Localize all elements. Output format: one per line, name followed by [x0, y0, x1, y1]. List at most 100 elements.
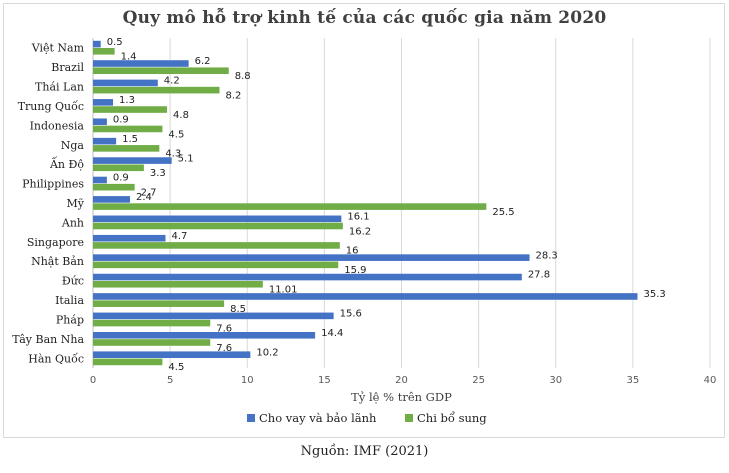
bar-spending — [93, 280, 263, 288]
category-label: Việt Nam — [31, 42, 85, 55]
data-label: 4.3 — [165, 149, 181, 160]
data-label: 15.6 — [340, 309, 362, 320]
data-label: 5.1 — [178, 153, 194, 164]
data-label: 7.6 — [216, 343, 232, 354]
data-label: 3.3 — [150, 168, 166, 179]
category-label: Nhật Bản — [31, 255, 84, 268]
x-axis-title: Tỷ lệ % trên GDP — [351, 390, 452, 404]
bar-spending — [93, 164, 144, 172]
x-tick-label: 25 — [472, 375, 485, 386]
category-label: Anh — [61, 216, 84, 229]
category-label: Trung Quốc — [18, 100, 84, 113]
bar-loans — [93, 40, 101, 48]
bar-loans — [93, 351, 251, 358]
bar-loans — [93, 118, 107, 126]
data-label: 0.5 — [107, 37, 123, 48]
data-label: 1.4 — [121, 52, 137, 63]
bar-loans — [93, 254, 530, 261]
data-label: 2.4 — [136, 192, 152, 203]
bar-spending — [93, 222, 343, 230]
data-label: 4.8 — [173, 110, 189, 121]
category-label: Nga — [61, 139, 85, 152]
data-label: 4.7 — [171, 231, 187, 242]
data-label: 10.2 — [256, 347, 278, 358]
data-label: 11.01 — [269, 285, 298, 296]
category-label: Mỹ — [67, 197, 85, 210]
x-tick-label: 30 — [549, 375, 562, 386]
category-label: Singapore — [27, 236, 84, 249]
bar-loans — [93, 196, 131, 203]
bar-spending — [93, 339, 211, 346]
bar-loans — [93, 215, 342, 223]
data-label: 27.8 — [528, 270, 550, 281]
legend-swatch — [405, 414, 413, 422]
category-label: Philippines — [22, 178, 84, 191]
x-tick-label: 15 — [318, 375, 331, 386]
category-label: Italia — [55, 294, 84, 307]
legend-label: Chi bổ sung — [417, 411, 487, 425]
data-label: 6.2 — [195, 56, 211, 67]
bar-spending — [93, 183, 135, 191]
legend-swatch — [247, 414, 255, 422]
x-tick-label: 0 — [90, 375, 96, 386]
bar-loans — [93, 234, 166, 242]
bar-loans — [93, 60, 189, 67]
x-tick-label: 5 — [167, 375, 173, 386]
bar-loans — [93, 79, 158, 87]
bar-loans — [93, 273, 522, 281]
x-tick-label: 10 — [241, 375, 254, 386]
data-label: 1.3 — [119, 95, 135, 106]
category-label: Ấn Độ — [49, 156, 84, 171]
data-label: 1.5 — [122, 134, 138, 145]
bar-spending — [93, 261, 339, 269]
category-label: Đức — [62, 275, 84, 288]
source-note: Nguồn: IMF (2021) — [300, 444, 429, 459]
bar-loans — [93, 99, 114, 106]
bar-loans — [93, 157, 172, 164]
bar-spending — [93, 125, 163, 133]
x-tick-label: 40 — [704, 375, 717, 386]
bar-spending — [93, 358, 163, 366]
bar-spending — [93, 67, 229, 75]
legend-label: Cho vay và bảo lãnh — [259, 411, 377, 425]
bar-loans — [93, 293, 638, 300]
category-label: Indonesia — [30, 119, 85, 132]
bar-loans — [93, 176, 107, 184]
bar-spending — [93, 203, 487, 210]
data-label: 16 — [346, 246, 359, 257]
category-label: Brazil — [51, 61, 84, 74]
data-label: 8.5 — [230, 304, 246, 315]
data-label: 35.3 — [644, 289, 666, 300]
bar-spending — [93, 300, 225, 307]
category-label: Tây Ban Nha — [12, 333, 84, 346]
bar-spending — [93, 145, 160, 152]
bar-loans — [93, 331, 316, 339]
bar-spending — [93, 86, 220, 94]
category-label: Thái Lan — [35, 81, 84, 94]
bar-spending — [93, 106, 168, 113]
x-tick-label: 35 — [627, 375, 640, 386]
data-label: 4.2 — [164, 76, 180, 87]
data-label: 7.6 — [216, 323, 232, 334]
data-label: 16.2 — [349, 226, 371, 237]
data-label: 16.1 — [347, 212, 369, 223]
data-label: 2.7 — [141, 187, 157, 198]
bar-spending — [93, 242, 340, 249]
chart-frame — [3, 3, 725, 438]
data-label: 15.9 — [344, 265, 366, 276]
data-label: 25.5 — [492, 207, 514, 218]
data-label: 14.4 — [321, 328, 343, 339]
bar-loans — [93, 312, 334, 320]
x-tick-label: 20 — [395, 375, 408, 386]
category-label: Pháp — [56, 313, 84, 326]
data-label: 28.3 — [536, 250, 558, 261]
data-label: 4.5 — [168, 129, 184, 140]
data-label: 4.5 — [168, 362, 184, 373]
data-label: 8.2 — [225, 90, 241, 101]
data-label: 0.9 — [113, 173, 129, 184]
category-label: Hàn Quốc — [28, 352, 84, 365]
bar-spending — [93, 319, 211, 327]
chart-title: Quy mô hỗ trợ kinh tế của các quốc gia n… — [122, 8, 607, 28]
bar-loans — [93, 137, 117, 145]
